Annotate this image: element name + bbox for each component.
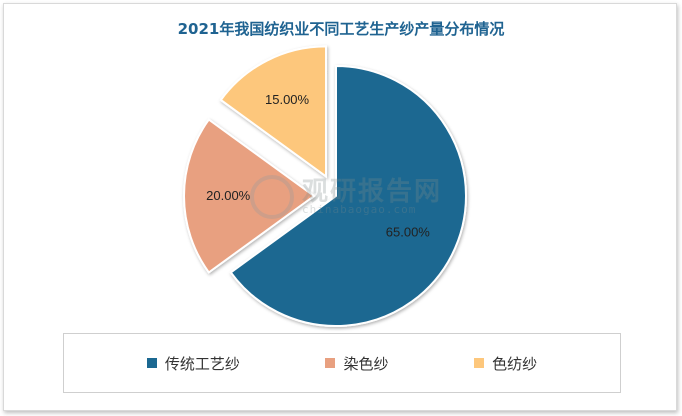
data-label-color-spun: 15.00% bbox=[265, 92, 310, 107]
legend-item-color-spun: 色纺纱 bbox=[474, 353, 537, 374]
legend-item-traditional: 传统工艺纱 bbox=[146, 353, 240, 374]
chart-title: 2021年我国纺织业不同工艺生产纱产量分布情况 bbox=[177, 20, 505, 38]
pie-slice-dyed bbox=[183, 118, 316, 274]
chart-legend: 传统工艺纱 染色纱 色纺纱 bbox=[63, 333, 621, 393]
data-label-traditional: 65.00% bbox=[386, 225, 431, 240]
legend-swatch bbox=[474, 358, 485, 368]
legend-item-dyed: 染色纱 bbox=[325, 353, 388, 374]
legend-label: 色纺纱 bbox=[492, 354, 538, 373]
legend-swatch bbox=[325, 358, 336, 368]
legend-label: 染色纱 bbox=[343, 354, 389, 373]
pie-slice-traditional bbox=[229, 64, 467, 327]
legend-swatch bbox=[146, 358, 157, 368]
pie-slice-color-spun bbox=[219, 45, 328, 179]
legend-label: 传统工艺纱 bbox=[164, 354, 240, 373]
data-label-dyed: 20.00% bbox=[206, 188, 251, 203]
